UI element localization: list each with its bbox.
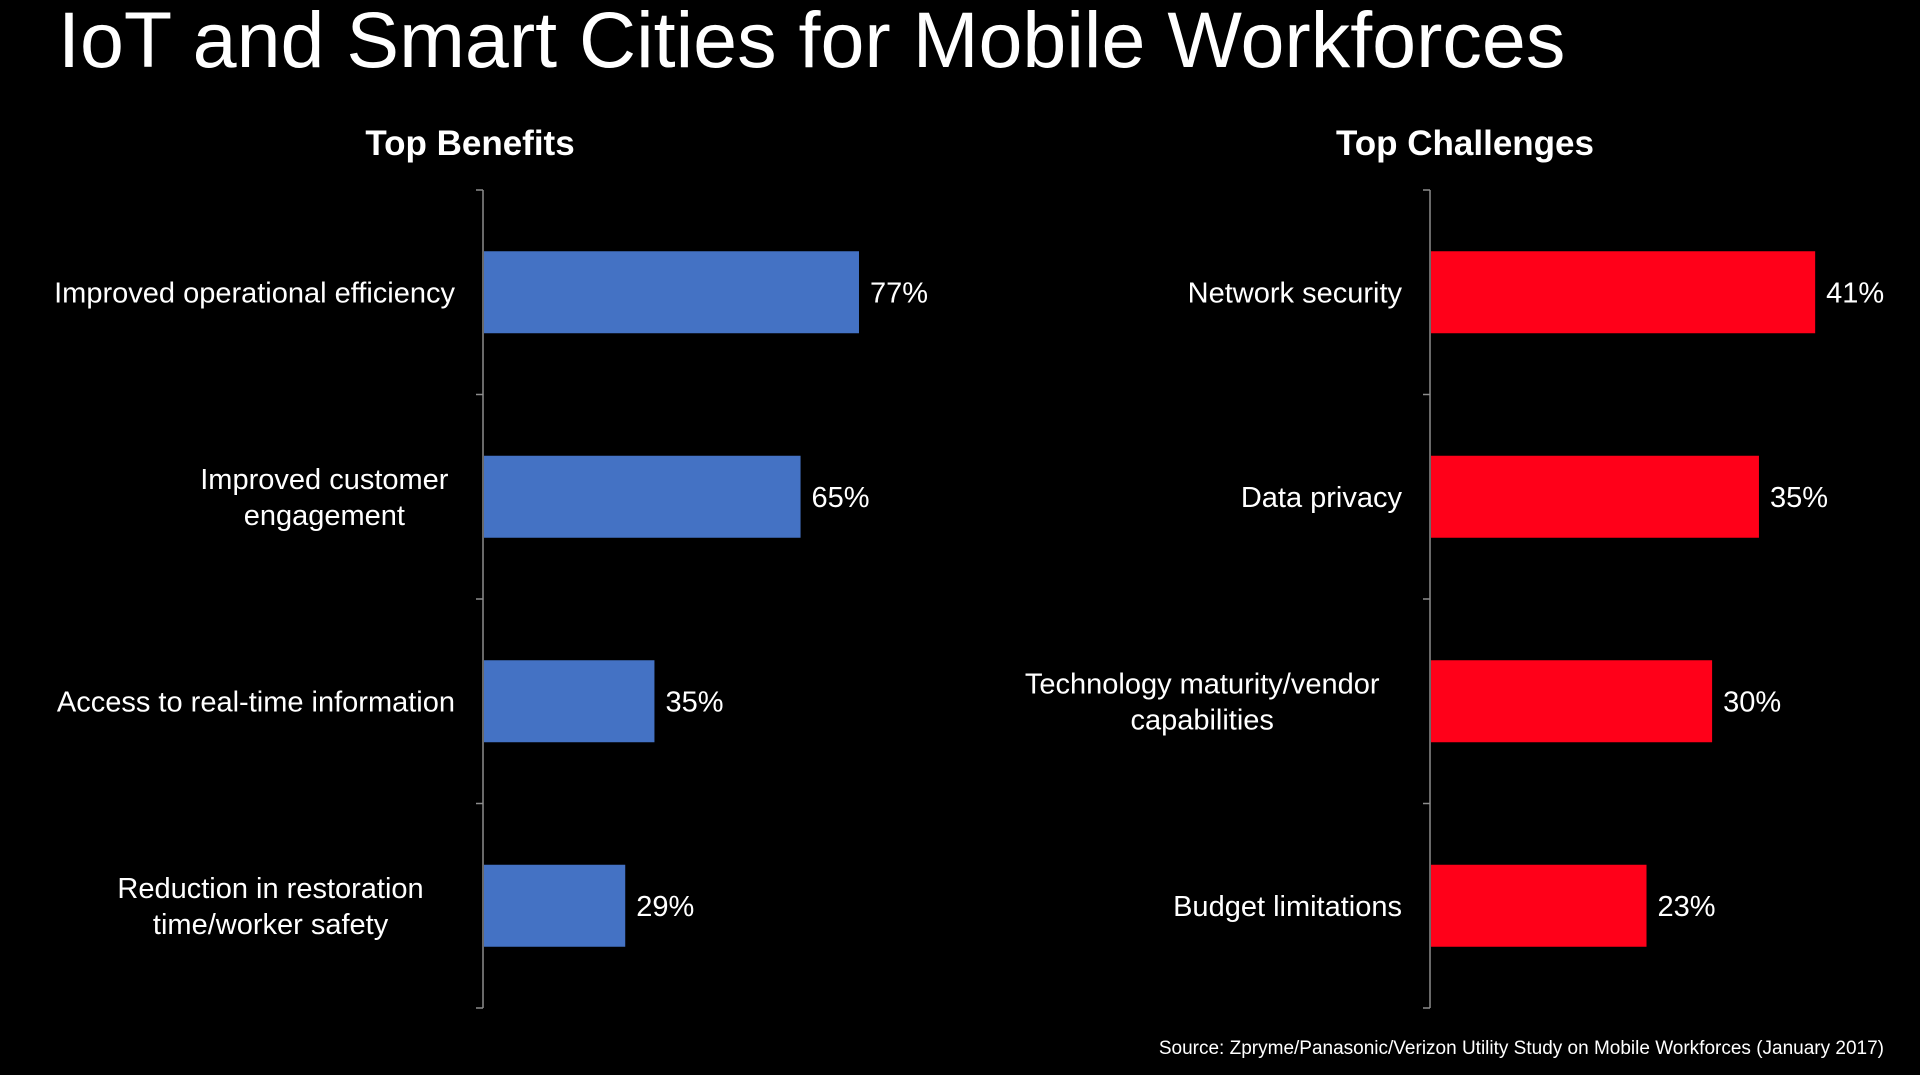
challenge-category-label-line: capabilities [1130, 705, 1273, 737]
benefit-bar [484, 251, 859, 334]
challenge-category-label-line: Network security [1188, 278, 1403, 310]
challenge-category-label-line: Technology maturity/vendor [1025, 669, 1380, 701]
benefit-category-label: Improved operational efficiency [54, 278, 455, 310]
challenge-bar [1431, 660, 1713, 743]
benefit-category-label-line: Improved customer [200, 464, 449, 496]
benefit-value-label: 35% [665, 687, 723, 719]
challenge-category-label: Data privacy [1241, 482, 1403, 514]
challenge-category-label: Network security [1188, 278, 1403, 310]
challenge-category-label-line: Budget limitations [1173, 891, 1402, 923]
benefit-category-label: Reduction in restoration time/worker safe… [117, 873, 423, 941]
benefit-category-label-line: Access to real-time information [57, 687, 455, 719]
benefit-bar [484, 660, 655, 743]
benefit-bar [484, 864, 626, 947]
challenge-bar [1431, 251, 1816, 334]
benefit-category-label-line: Improved operational efficiency [54, 278, 455, 310]
benefit-category-label-line: Reduction in restoration [117, 873, 423, 905]
benefit-category-label: Improved customer engagement [200, 464, 449, 532]
benefit-category-label-line: engagement [244, 500, 405, 532]
challenge-bar [1431, 864, 1647, 947]
benefit-bar [484, 455, 801, 538]
challenge-value-label: 41% [1826, 278, 1884, 310]
source-citation: Source: Zpryme/Panasonic/Verizon Utility… [1158, 1038, 1884, 1059]
benefit-value-label: 77% [870, 278, 928, 310]
challenges-chart-title: Top Challenges [1336, 124, 1594, 163]
benefit-value-label: 65% [812, 482, 870, 514]
challenge-category-label: Technology maturity/vendor capabilities [1025, 669, 1380, 737]
challenge-value-label: 23% [1658, 891, 1716, 923]
challenge-bar [1431, 455, 1759, 538]
benefits-chart: 77% Improved operational efficiency 65% Imp… [54, 189, 928, 1009]
challenge-category-label-line: Data privacy [1241, 482, 1403, 514]
benefit-category-label-line: time/worker safety [153, 909, 389, 941]
challenge-value-label: 35% [1770, 482, 1828, 514]
slide-title: IoT and Smart Cities for Mobile Workforc… [58, 0, 1566, 84]
benefits-chart-title: Top Benefits [365, 124, 575, 163]
challenges-chart: 41% Network security 35% Data privacy 30% Tec… [1025, 189, 1884, 1009]
benefit-value-label: 29% [636, 891, 694, 923]
challenge-category-label: Budget limitations [1173, 891, 1402, 923]
benefit-category-label: Access to real-time information [57, 687, 455, 719]
challenge-value-label: 30% [1723, 687, 1781, 719]
